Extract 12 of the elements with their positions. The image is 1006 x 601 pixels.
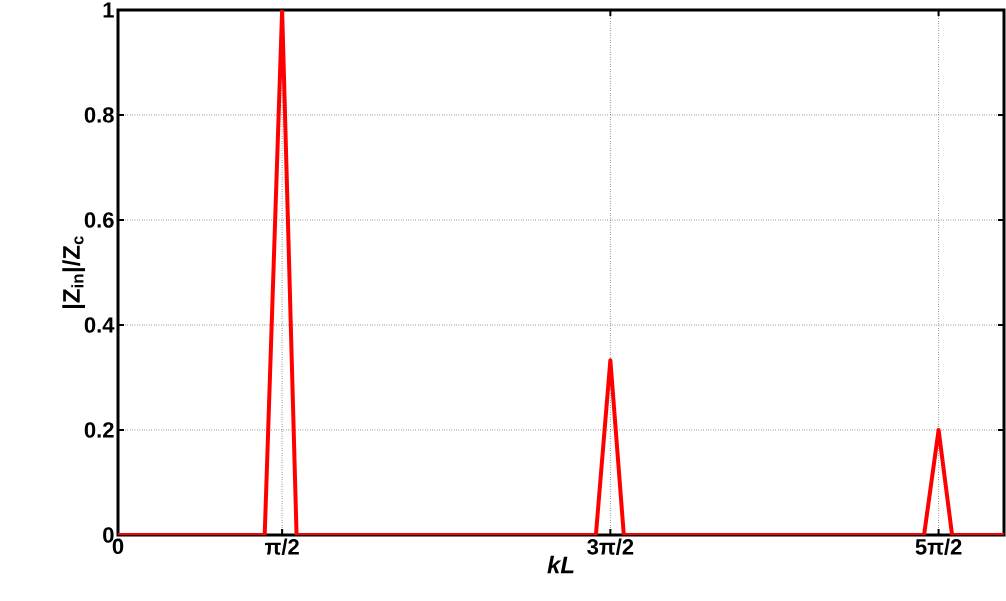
x-tick-label: 5π/2 [915, 538, 962, 555]
x-tick-label: π/2 [264, 538, 299, 555]
y-tick-label: 0.6 [84, 212, 114, 228]
y-tick-label: 0.8 [84, 107, 114, 123]
y-tick-label: 1 [103, 2, 114, 18]
x-tick-label: 3π/2 [587, 538, 634, 555]
y-axis-title: |Z$_{in}$|/Z$_{c}$ [62, 236, 86, 308]
y-tick-label: 0 [103, 527, 114, 543]
x-axis-title: kL [547, 555, 574, 574]
line-series [118, 9, 1005, 535]
y-tick-label: 0.2 [84, 422, 114, 438]
y-tick-label: 0.4 [84, 317, 115, 333]
